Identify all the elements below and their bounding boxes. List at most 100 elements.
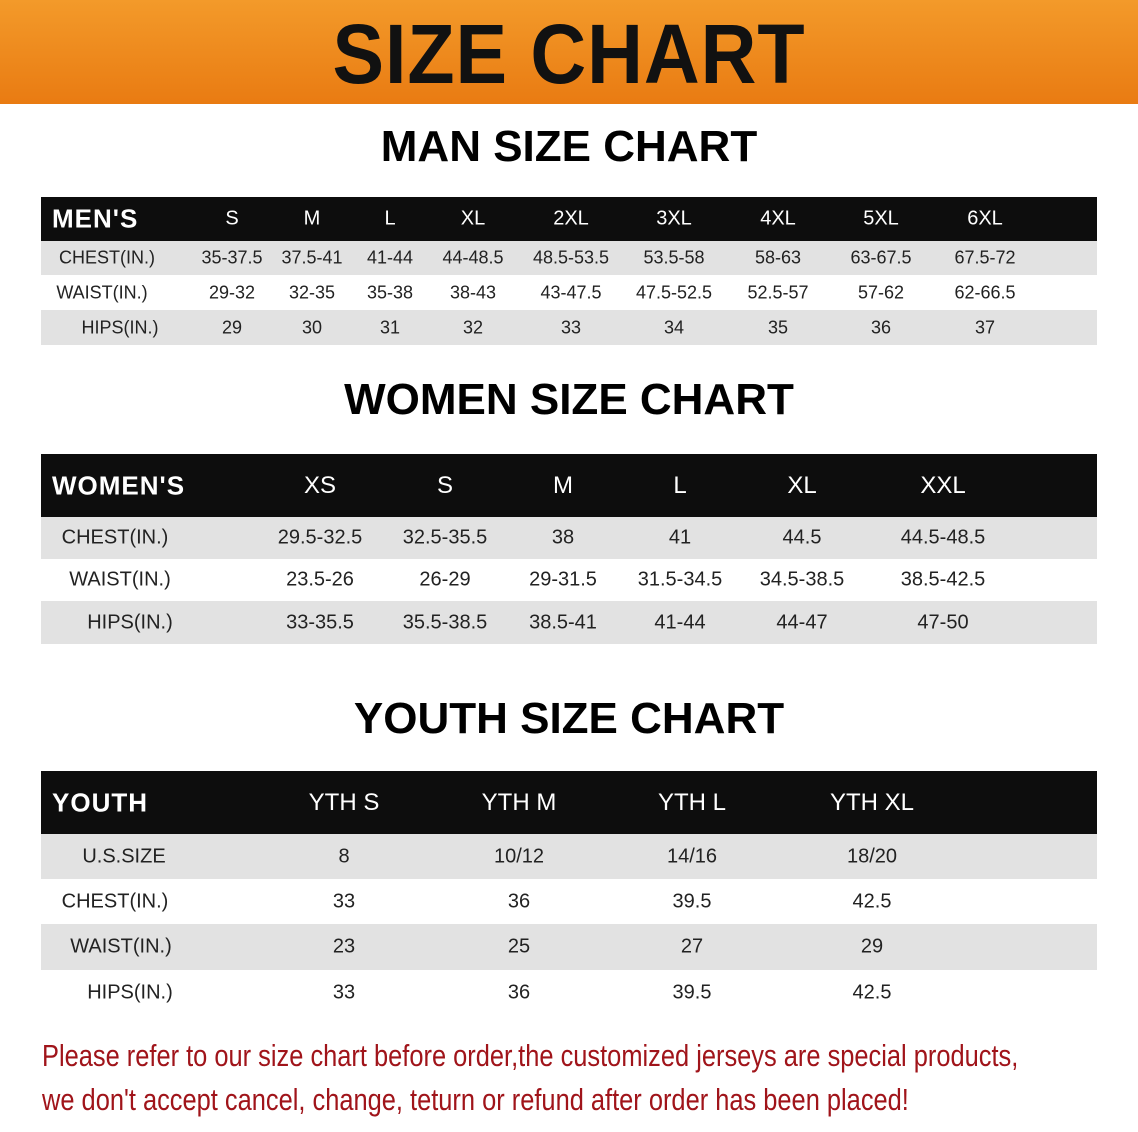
measurement-cell: 44.5-48.5 bbox=[900, 526, 986, 549]
measurement-cell: 27 bbox=[680, 935, 704, 958]
measurement-cell: 26-29 bbox=[419, 568, 471, 591]
table-row: HIPS(IN.) 33-35.5 35.5-38.5 38.5-41 41-44 44-… bbox=[41, 601, 1097, 644]
measurement-cell: 10/12 bbox=[493, 845, 545, 867]
measurement-cell: 31.5-34.5 bbox=[637, 568, 723, 591]
measurement-cell: 35-38 bbox=[366, 282, 414, 302]
size-column-header: YTH M bbox=[481, 788, 557, 816]
table-header-row: WOMEN'S XS S M L XL XXL bbox=[41, 454, 1097, 517]
measurement-cell: 33 bbox=[332, 981, 356, 1004]
table-row: WAIST(IN.) 23.5-26 26-29 29-31.5 31.5-34.5 34… bbox=[41, 559, 1097, 601]
measurement-cell: 33 bbox=[332, 890, 356, 912]
size-column-header: 4XL bbox=[760, 207, 796, 230]
note-line-2: we don't accept cancel, change, teturn o… bbox=[42, 1082, 909, 1117]
row-label: CHEST(IN.) bbox=[61, 526, 169, 549]
measurement-cell: 44-47 bbox=[776, 611, 828, 633]
measurement-cell: 36 bbox=[870, 317, 892, 337]
measurement-cell: 52.5-57 bbox=[747, 282, 809, 302]
measurement-cell: 31 bbox=[379, 317, 401, 337]
measurement-cell: 39.5 bbox=[672, 890, 712, 912]
measurement-cell: 44.5 bbox=[782, 526, 822, 549]
men-section-title: MAN SIZE CHART bbox=[380, 122, 758, 171]
measurement-cell: 62-66.5 bbox=[954, 282, 1016, 302]
row-label: CHEST(IN.) bbox=[59, 247, 155, 268]
measurement-cell: 41-44 bbox=[654, 611, 706, 633]
table-row: CHEST(IN.) 35-37.5 37.5-41 41-44 44-48.5 48.5… bbox=[41, 241, 1097, 275]
title-banner: SIZE CHART bbox=[0, 0, 1138, 104]
row-label: HIPS(IN.) bbox=[87, 981, 173, 1004]
measurement-cell: 41-44 bbox=[366, 247, 414, 268]
measurement-cell: 43-47.5 bbox=[540, 282, 602, 302]
measurement-cell: 29-31.5 bbox=[529, 568, 597, 591]
measurement-cell: 36 bbox=[507, 981, 531, 1004]
measurement-cell: 67.5-72 bbox=[954, 247, 1016, 268]
banner-title: SIZE CHART bbox=[332, 7, 806, 101]
measurement-cell: 23.5-26 bbox=[286, 568, 354, 591]
measurement-cell: 63-67.5 bbox=[850, 247, 912, 268]
row-label: WAIST(IN.) bbox=[69, 568, 171, 591]
table-row: CHEST(IN.) 29.5-32.5 32.5-35.5 38 41 44.5 44.5… bbox=[41, 517, 1097, 559]
size-column-header: YTH L bbox=[657, 788, 727, 816]
table-row: HIPS(IN.) 33 36 39.5 42.5 bbox=[41, 970, 1097, 1016]
measurement-cell: 23 bbox=[332, 935, 356, 958]
size-column-header: XL bbox=[787, 471, 817, 499]
measurement-cell: 29 bbox=[221, 317, 243, 337]
measurement-cell: 38.5-41 bbox=[529, 611, 597, 633]
measurement-cell: 47-50 bbox=[917, 611, 969, 633]
youth-section-title: YOUTH SIZE CHART bbox=[353, 694, 785, 743]
size-column-header: XS bbox=[303, 471, 337, 499]
size-column-header: 6XL bbox=[967, 207, 1003, 230]
table-header-row: YOUTH YTH S YTH M YTH L YTH XL bbox=[41, 771, 1097, 834]
size-column-header: 3XL bbox=[656, 207, 692, 230]
size-column-header: M bbox=[553, 471, 573, 499]
measurement-cell: 36 bbox=[507, 890, 531, 912]
table-row: U.S.SIZE 8 10/12 14/16 18/20 bbox=[41, 834, 1097, 879]
measurement-cell: 18/20 bbox=[846, 845, 898, 867]
table-header-label: YOUTH bbox=[52, 787, 148, 817]
row-label: HIPS(IN.) bbox=[87, 611, 173, 633]
measurement-cell: 48.5-53.5 bbox=[532, 247, 610, 268]
measurement-cell: 29.5-32.5 bbox=[277, 526, 363, 549]
size-column-header: 2XL bbox=[553, 207, 589, 230]
measurement-cell: 35-37.5 bbox=[201, 247, 263, 268]
measurement-cell: 29-32 bbox=[208, 282, 256, 302]
measurement-cell: 38 bbox=[551, 526, 575, 549]
measurement-cell: 34.5-38.5 bbox=[759, 568, 845, 591]
note-line-1: Please refer to our size chart before or… bbox=[42, 1038, 1019, 1073]
size-column-header: YTH XL bbox=[829, 788, 915, 816]
measurement-cell: 33 bbox=[560, 317, 582, 337]
measurement-cell: 42.5 bbox=[852, 981, 892, 1004]
measurement-cell: 38.5-42.5 bbox=[900, 568, 986, 591]
size-column-header: 5XL bbox=[863, 207, 899, 230]
size-column-header: M bbox=[303, 207, 321, 230]
measurement-cell: 57-62 bbox=[857, 282, 905, 302]
measurement-cell: 30 bbox=[301, 317, 323, 337]
measurement-cell: 35 bbox=[767, 317, 789, 337]
table-row: WAIST(IN.) 29-32 32-35 35-38 38-43 43-47.5 47.… bbox=[41, 275, 1097, 310]
measurement-cell: 8 bbox=[338, 845, 350, 867]
measurement-cell: 25 bbox=[507, 935, 531, 958]
measurement-cell: 32 bbox=[462, 317, 484, 337]
table-header-label: MEN'S bbox=[52, 203, 139, 234]
table-header-row: MEN'S S M L XL 2XL 3XL 4XL 5XL 6XL bbox=[41, 197, 1097, 241]
size-column-header: L bbox=[384, 207, 396, 230]
measurement-cell: 37 bbox=[974, 317, 996, 337]
row-label: U.S.SIZE bbox=[82, 845, 166, 867]
measurement-cell: 47.5-52.5 bbox=[635, 282, 713, 302]
measurement-cell: 44-48.5 bbox=[442, 247, 504, 268]
measurement-cell: 38-43 bbox=[449, 282, 497, 302]
measurement-cell: 41 bbox=[668, 526, 692, 549]
size-column-header: YTH S bbox=[308, 788, 380, 816]
table-header-label: WOMEN'S bbox=[52, 470, 186, 500]
table-row: WAIST(IN.) 23 25 27 29 bbox=[41, 924, 1097, 970]
table-row: HIPS(IN.) 29 30 31 32 33 34 35 36 37 bbox=[41, 310, 1097, 345]
size-column-header: S bbox=[225, 207, 239, 230]
measurement-cell: 33-35.5 bbox=[286, 611, 354, 633]
measurement-cell: 37.5-41 bbox=[281, 247, 343, 268]
size-column-header: XXL bbox=[920, 471, 966, 499]
measurement-cell: 32-35 bbox=[288, 282, 336, 302]
row-label: HIPS(IN.) bbox=[81, 317, 159, 337]
measurement-cell: 58-63 bbox=[754, 247, 802, 268]
measurement-cell: 35.5-38.5 bbox=[402, 611, 488, 633]
measurement-cell: 39.5 bbox=[672, 981, 712, 1004]
